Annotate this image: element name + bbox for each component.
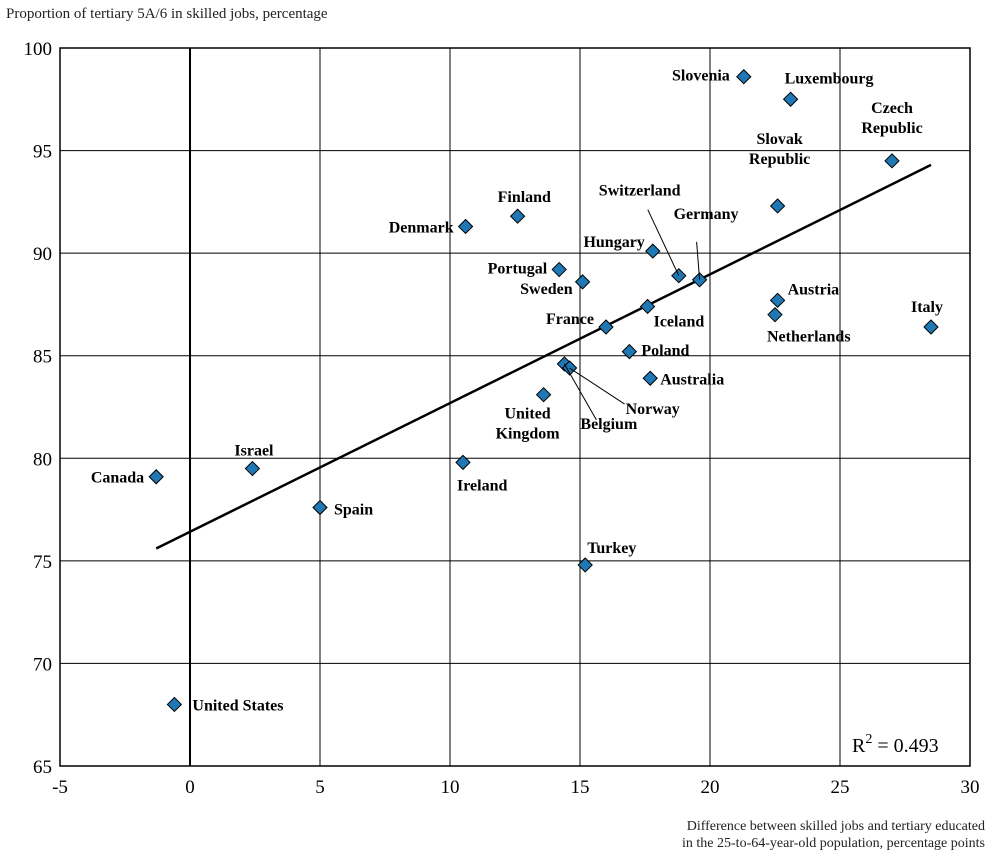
x-tick-label: 5 <box>315 777 325 798</box>
point-label: France <box>546 311 594 328</box>
point-label: Poland <box>641 343 689 360</box>
x-axis-title-line-1: Difference between skilled jobs and tert… <box>686 819 985 834</box>
data-point <box>767 306 783 323</box>
axes <box>59 47 971 767</box>
data-point <box>312 499 328 516</box>
x-tick-label: 25 <box>831 777 850 798</box>
r-squared-annotation: R2 = 0.493 <box>852 732 939 757</box>
r-squared-superscript: 2 <box>865 732 872 747</box>
trendline <box>155 163 932 550</box>
point-label: Switzerland <box>599 183 681 200</box>
data-point <box>598 319 614 335</box>
y-tick-label: 85 <box>33 347 52 368</box>
data-point <box>923 319 939 335</box>
data-point <box>782 91 799 107</box>
point-label-line: Kingdom <box>496 426 561 443</box>
r-squared-value: = 0.493 <box>872 735 938 757</box>
point-label: Slovak Republic <box>749 131 810 168</box>
point-label: Portugal <box>488 261 548 278</box>
data-point <box>642 370 658 386</box>
point-label: Sweden <box>520 281 573 298</box>
x-tick-label: 15 <box>571 777 590 798</box>
x-tick-label: 0 <box>185 777 195 798</box>
point-label: Canada <box>91 470 144 487</box>
gridlines <box>60 48 970 766</box>
data-point <box>551 261 567 278</box>
x-tick-label: 10 <box>441 777 460 798</box>
x-axis-title-line-2: in the 25-to-64-year-old population, per… <box>682 836 985 851</box>
data-point <box>574 274 591 290</box>
point-label: Germany <box>674 206 739 223</box>
point-label: Israel <box>234 443 274 460</box>
y-axis-title: Proportion of tertiary 5A/6 in skilled j… <box>6 6 328 22</box>
point-label: Luxembourg <box>785 70 874 87</box>
y-tick-label: 100 <box>24 39 53 60</box>
point-label: Turkey <box>587 540 636 557</box>
point-label: Finland <box>498 189 551 206</box>
data-point <box>457 218 474 235</box>
x-tick-label: 30 <box>961 777 980 798</box>
y-tick-label: 90 <box>33 244 52 265</box>
y-tick-label: 95 <box>33 142 52 163</box>
r-squared-symbol: R <box>852 735 866 757</box>
point-label: Spain <box>334 502 373 519</box>
point-label: Denmark <box>389 219 454 236</box>
y-tick-label: 75 <box>33 552 52 573</box>
data-point <box>769 292 786 309</box>
point-label-line: Republic <box>749 151 810 168</box>
data-point <box>455 454 471 471</box>
point-label: Hungary <box>583 234 644 251</box>
point-label: Slovenia <box>672 68 730 85</box>
data-point <box>509 208 526 224</box>
leader-line <box>563 363 597 421</box>
tick-labels: -5 0 5 10 15 20 25 30 65 70 75 80 85 90 95 100 <box>24 39 980 798</box>
point-label: Norway <box>626 401 680 418</box>
point-label: Czech Republic <box>861 100 922 137</box>
y-tick-label: 70 <box>33 654 52 675</box>
point-label-line: Czech <box>871 100 913 117</box>
point-label: Austria <box>788 281 840 298</box>
point-label: Netherlands <box>767 329 851 346</box>
data-points <box>148 69 939 713</box>
point-label-line: United <box>504 406 550 423</box>
leader-lines <box>563 209 701 421</box>
data-point <box>645 243 661 259</box>
data-point <box>535 386 552 403</box>
point-label-line: Slovak <box>756 131 802 148</box>
x-axis-title: Difference between skilled jobs and tert… <box>682 818 985 852</box>
data-point <box>884 153 900 169</box>
point-label: United States <box>192 697 283 714</box>
point-labels: Slovenia Luxembourg Czech Republic Slovak Rep… <box>91 68 943 715</box>
y-tick-label: 65 <box>33 757 52 778</box>
point-label: Ireland <box>457 477 507 494</box>
data-point <box>166 696 183 713</box>
x-tick-label: -5 <box>52 777 68 798</box>
point-label: Iceland <box>654 313 705 330</box>
point-label-line: Republic <box>861 120 922 137</box>
plot-frame <box>59 47 971 767</box>
data-point <box>621 343 638 360</box>
data-point <box>769 198 786 214</box>
point-label: Italy <box>911 299 943 316</box>
leader-line <box>696 241 701 280</box>
data-point <box>577 557 593 573</box>
data-point <box>148 469 164 485</box>
data-point <box>244 460 261 477</box>
point-label: United Kingdom <box>496 406 561 443</box>
leader-line <box>569 367 625 405</box>
x-tick-label: 20 <box>701 777 720 798</box>
point-label: Belgium <box>580 416 638 433</box>
data-point <box>639 298 656 315</box>
data-point <box>671 268 687 284</box>
y-tick-label: 80 <box>33 449 52 470</box>
data-point <box>736 69 752 85</box>
point-label: Australia <box>660 371 724 388</box>
leader-line <box>647 209 680 276</box>
